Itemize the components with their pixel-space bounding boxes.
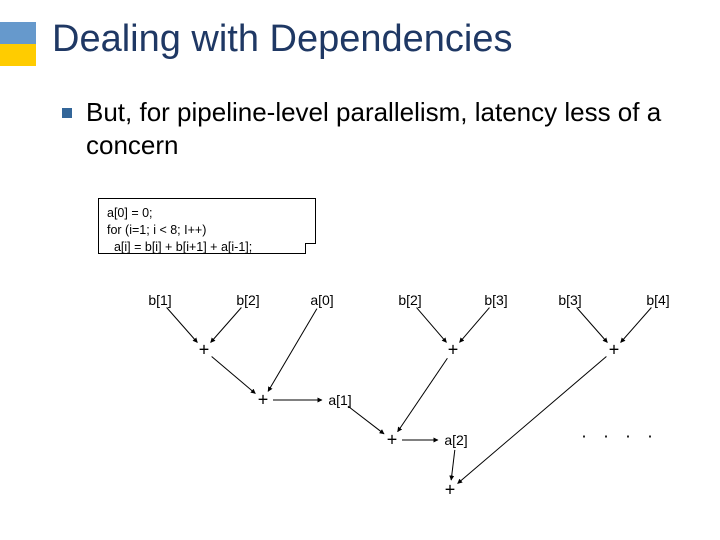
array-ref-label: b[4] xyxy=(646,292,669,308)
array-ref-label: b[3] xyxy=(484,292,507,308)
plus-node: + xyxy=(387,430,398,451)
ellipsis: . . . . xyxy=(581,422,658,443)
array-ref-label: a[0] xyxy=(310,292,333,308)
array-ref-label: b[1] xyxy=(148,292,171,308)
plus-node: + xyxy=(258,390,269,411)
array-ref-label: b[2] xyxy=(398,292,421,308)
array-ref-label: b[2] xyxy=(236,292,259,308)
plus-node: + xyxy=(609,340,620,361)
dependency-diagram: b[1] b[2] a[0] b[2] b[3] b[3] b[4] + + + + a[1] + a[2… xyxy=(0,0,720,540)
array-ref-label: b[3] xyxy=(558,292,581,308)
slide: { "colors": { "title": "#1f3864", "band_… xyxy=(0,0,720,540)
array-ref-label: a[1] xyxy=(328,392,351,408)
plus-node: + xyxy=(445,480,456,501)
array-ref-label: a[2] xyxy=(444,432,467,448)
plus-node: + xyxy=(448,340,459,361)
plus-node: + xyxy=(199,340,210,361)
